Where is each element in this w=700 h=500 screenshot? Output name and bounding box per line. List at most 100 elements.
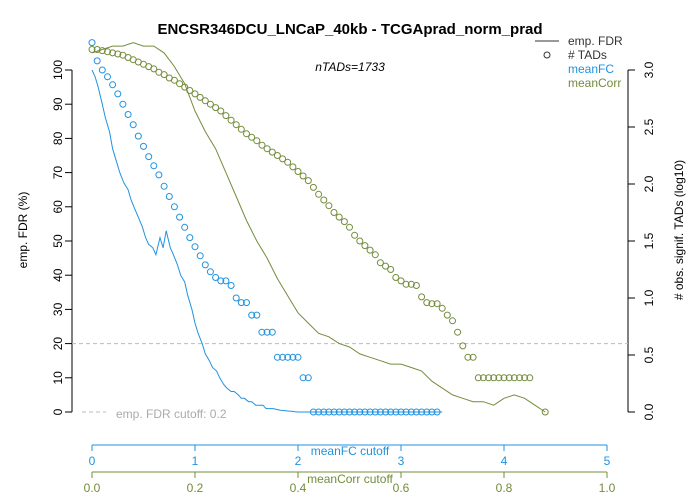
meanfc-tads-point xyxy=(371,408,379,416)
meancorr-tads-point xyxy=(299,172,307,180)
meancorr-tads-point xyxy=(402,280,410,288)
meanfc-tads-point xyxy=(289,353,297,361)
meancorr-tads-point xyxy=(325,202,333,210)
meanfc-tads-point xyxy=(273,353,281,361)
meancorr-tads-point xyxy=(109,49,117,57)
meancorr-tads-point xyxy=(428,300,436,308)
meancorr-tads-point xyxy=(170,76,178,84)
meancorr-tads-point xyxy=(309,183,317,191)
meancorr-tads-point xyxy=(454,328,462,336)
meanfc-tads-point xyxy=(309,408,317,416)
meancorr-tads-point xyxy=(335,213,343,221)
meancorr-tads-point xyxy=(464,353,472,361)
meancorr-tads-point xyxy=(346,223,353,231)
meancorr-tads-point xyxy=(490,374,498,382)
legend-item-label: emp. FDR xyxy=(568,34,623,48)
left-axis-label: emp. FDR (%) xyxy=(16,192,30,269)
meanfc-tads-point xyxy=(181,223,189,231)
meancorr-tads-point xyxy=(294,168,302,175)
meanfc-tads-point xyxy=(206,268,214,276)
meanfc-tads-point xyxy=(186,234,194,242)
left-tick-label: 10 xyxy=(51,371,65,385)
meancorr-tads-point xyxy=(304,177,312,185)
meancorr-tads-point xyxy=(273,152,281,159)
meancorr-tads-point xyxy=(505,374,513,382)
meancorr-tads-point xyxy=(206,100,214,108)
meanfc-tads-point xyxy=(201,261,209,269)
meanfc-tads-point xyxy=(98,66,106,74)
meancorr-tads-point xyxy=(541,408,549,416)
meancorr-tads-point xyxy=(248,133,256,141)
meancorr-tads-point xyxy=(459,342,467,350)
meanfc-tads-point xyxy=(397,408,405,416)
meanfc-tads-point xyxy=(155,171,163,179)
meanfc-tads-point xyxy=(418,408,426,416)
meancorr-tads-point xyxy=(340,218,348,226)
meancorr-tads-point xyxy=(191,90,199,98)
meancorr-tads-point xyxy=(98,47,106,55)
meanfc-tads-point xyxy=(351,408,359,416)
meancorr-tads-point xyxy=(356,237,364,245)
meancorr-tads-point xyxy=(495,374,503,382)
meanfc-tads-point xyxy=(119,100,127,108)
left-tick-label: 0 xyxy=(51,408,65,415)
meanfc-tads-point xyxy=(356,408,364,416)
meanfc-tads-point xyxy=(222,277,230,285)
meancorr-tads-point xyxy=(376,259,384,267)
meanfc-tick-label: 3 xyxy=(398,454,405,468)
meanfc-tads-point xyxy=(253,311,261,319)
meancorr-tads-point xyxy=(423,299,431,307)
meanfc-axis-label: meanFC cutoff xyxy=(311,444,390,458)
meanfc-tick-label: 4 xyxy=(501,454,508,468)
meanfc-tads-point xyxy=(243,299,250,307)
right-tick-label: 3.0 xyxy=(642,61,656,78)
meancorr-tads-point xyxy=(418,293,426,301)
meanfc-tads-point xyxy=(412,408,420,416)
meanfc-tads-point xyxy=(263,328,271,336)
meanfc-tads-point xyxy=(428,408,436,416)
meancorr-tads-point xyxy=(438,304,446,312)
meanfc-tads-point xyxy=(134,132,142,140)
left-tick-label: 80 xyxy=(51,131,65,145)
meancorr-tads-point xyxy=(330,209,338,216)
meancorr-tads-point xyxy=(114,50,122,58)
meanfc-tads-point xyxy=(320,408,328,416)
meancorr-tads-point xyxy=(186,87,194,94)
left-tick-label: 90 xyxy=(51,97,65,111)
meancorr-tads-point xyxy=(521,374,529,382)
meancorr-tads-point xyxy=(397,277,405,285)
legend-item-label: meanCorr xyxy=(568,76,621,90)
meanfc-tads-point xyxy=(109,81,117,89)
meancorr-tads-point xyxy=(201,97,209,105)
left-tick-label: 40 xyxy=(51,268,65,282)
meancorr-tads-point xyxy=(382,262,389,270)
meanfc-tads-point xyxy=(217,277,225,285)
chart-subtitle: nTADs=1733 xyxy=(315,60,385,74)
meancorr-tads-point xyxy=(474,374,482,382)
meancorr-tick-label: 0.4 xyxy=(290,481,307,495)
meancorr-tick-label: 1.0 xyxy=(599,481,616,495)
meanfc-tads-point xyxy=(366,408,374,416)
right-tick-label: 2.5 xyxy=(642,118,656,135)
left-tick-label: 50 xyxy=(51,234,65,248)
meancorr-tads-point xyxy=(222,112,230,120)
meancorr-tads-point xyxy=(150,65,158,73)
meancorr-tads-point xyxy=(104,48,111,56)
meancorr-tads-point xyxy=(485,374,493,382)
meancorr-tads-point xyxy=(232,121,240,129)
meancorr-tads-point xyxy=(196,93,204,101)
cutoff-label: emp. FDR cutoff: 0.2 xyxy=(116,407,227,421)
meanfc-tads-point xyxy=(124,111,132,118)
meanfc-tads-point xyxy=(176,213,184,221)
meanfc-tads-point xyxy=(387,408,395,416)
meanfc-tads-point xyxy=(407,408,415,416)
meanfc-tads-point xyxy=(145,153,153,161)
meanfc-tick-label: 5 xyxy=(604,454,611,468)
meancorr-tads-point xyxy=(176,80,184,88)
right-tick-label: 0.0 xyxy=(642,403,656,420)
legend-item-label: # TADs xyxy=(568,48,607,62)
meancorr-axis-label: meanCorr cutoff xyxy=(307,472,393,486)
meanfc-tads-point xyxy=(170,203,178,211)
meancorr-tads-point xyxy=(433,300,441,308)
meanfc-tads-point xyxy=(304,374,312,382)
